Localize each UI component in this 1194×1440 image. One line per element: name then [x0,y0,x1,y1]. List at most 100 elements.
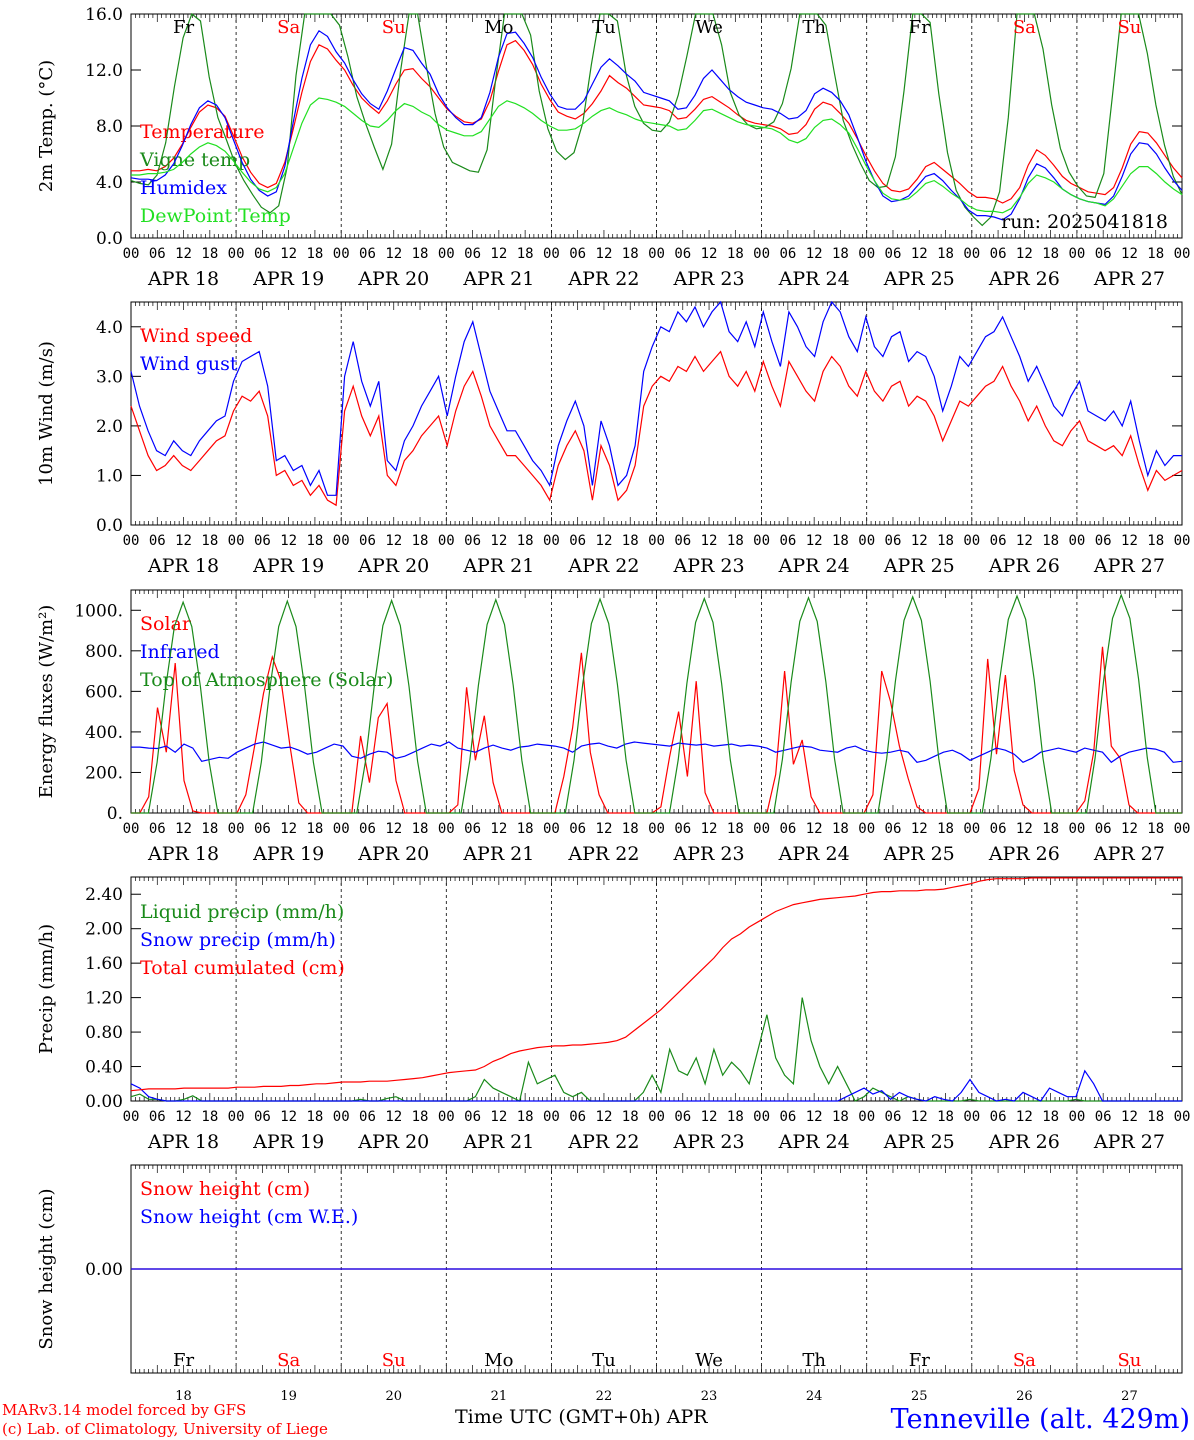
hour-tick-label: 12 [806,821,823,837]
legend-entry: Wind speed [140,325,252,347]
hour-tick-label: 18 [937,246,954,262]
hour-tick-label: 00 [228,246,245,262]
hour-tick-label: 06 [990,821,1007,837]
day-number-label: 24 [806,1389,823,1404]
hour-tick-label: 06 [569,246,586,262]
hour-tick-label: 18 [412,821,429,837]
y-tick-label: 12.0 [85,61,123,81]
hour-tick-label: 18 [1042,533,1059,549]
day-name-label: Th [802,1350,826,1371]
date-label: APR 23 [673,843,745,865]
day-name-label: Sa [1013,1350,1036,1371]
date-label: APR 19 [252,555,324,577]
date-label: APR 26 [988,268,1060,290]
hour-tick-label: 06 [1095,246,1112,262]
hour-tick-label: 18 [517,1109,534,1125]
date-label: APR 24 [778,843,850,865]
hour-tick-label: 12 [280,533,297,549]
hour-tick-label: 12 [1121,533,1138,549]
hour-tick-label: 12 [806,1109,823,1125]
hour-tick-label: 12 [280,246,297,262]
legend-entry: Wind gust [140,353,238,375]
date-label: APR 19 [252,843,324,865]
hour-tick-label: 18 [622,821,639,837]
day-name-label: Mo [484,17,513,38]
hour-tick-label: 12 [1016,1109,1033,1125]
y-tick-label: 400. [85,723,123,743]
panel-5: 0.00 Snow height (cm) Snow height (cm) Snow… [36,1164,1183,1404]
series-line-3 [131,593,1182,814]
hour-tick-label: 06 [149,533,166,549]
hour-tick-label: 00 [438,246,455,262]
date-label: APR 18 [147,555,219,577]
legend-entry: Infrared [140,641,220,663]
date-label: APR 24 [778,555,850,577]
y-axis-label: Precip (mm/h) [36,924,57,1054]
legend-entry: DewPoint Temp [140,205,291,227]
y-tick-label: 0.80 [85,1023,123,1043]
date-label: APR 19 [252,1131,324,1153]
hour-tick-label: 00 [648,246,665,262]
hour-tick-label: 00 [1174,821,1191,837]
hour-tick-label: 00 [963,533,980,549]
hour-tick-label: 18 [201,246,218,262]
hour-tick-label: 12 [701,533,718,549]
hour-tick-label: 12 [490,821,507,837]
legend-entry: Snow height (cm) [140,1178,310,1200]
hour-tick-label: 00 [753,821,770,837]
day-name-label: Fr [909,1350,930,1371]
hour-tick-label: 18 [1042,1109,1059,1125]
y-tick-label: 800. [85,642,123,662]
date-label: APR 21 [462,843,534,865]
hour-tick-label: 18 [1147,1109,1164,1125]
plot-frame [130,589,1183,814]
date-label: APR 24 [778,1131,850,1153]
y-tick-label: 0.00 [85,1092,123,1112]
hour-tick-label: 00 [123,821,140,837]
y-tick-label: 4.0 [96,173,123,193]
location-label: Tenneville (alt. 429m) [891,1404,1190,1435]
date-label: APR 20 [357,843,429,865]
day-name-label: Mo [484,1350,513,1371]
day-name-label: Su [1117,17,1141,38]
hour-tick-label: 18 [1042,821,1059,837]
y-tick-label: 0.0 [96,516,123,536]
legend-entry: Humidex [140,177,227,199]
date-label: APR 25 [883,1131,955,1153]
y-tick-label: 1.0 [96,466,123,486]
day-name-label: Su [382,1350,406,1371]
hour-tick-label: 18 [517,821,534,837]
y-tick-label: 0. [107,804,123,824]
hour-tick-label: 00 [543,821,560,837]
y-tick-label: 16.0 [85,5,123,25]
hour-tick-label: 06 [359,1109,376,1125]
hour-tick-label: 18 [1147,246,1164,262]
hour-tick-label: 06 [359,246,376,262]
hour-tick-label: 18 [832,821,849,837]
hour-tick-label: 00 [438,821,455,837]
y-axis-label: 2m Temp. (°C) [36,60,57,192]
hour-tick-label: 18 [306,246,323,262]
hour-tick-label: 12 [596,533,613,549]
hour-tick-label: 06 [885,1109,902,1125]
hour-tick-label: 12 [175,821,192,837]
y-axis-label: Snow height (cm) [36,1188,57,1349]
hour-tick-label: 18 [727,821,744,837]
series-line-3 [130,877,1182,1092]
panel-2: 0.0 1.0 2.0 3.0 4.0 10m Wind (m/s) Wind speed W… [36,300,1190,577]
y-axis-label: 10m Wind (m/s) [36,341,57,486]
hour-tick-label: 06 [569,821,586,837]
hour-tick-label: 06 [674,246,691,262]
y-tick-label: 2.00 [85,920,123,940]
date-label: APR 27 [1093,843,1165,865]
hour-tick-label: 18 [1147,533,1164,549]
legend-entry: Snow height (cm W.E.) [140,1206,358,1228]
panel-4: 0.00 0.40 0.80 1.20 1.60 2.00 2.40 Precip (mm/h… [36,876,1190,1153]
y-tick-label: 200. [85,763,123,783]
date-label: APR 24 [778,268,850,290]
hour-tick-label: 00 [753,533,770,549]
date-label: APR 26 [988,843,1060,865]
y-tick-label: 600. [85,682,123,702]
hour-tick-label: 12 [911,821,928,837]
